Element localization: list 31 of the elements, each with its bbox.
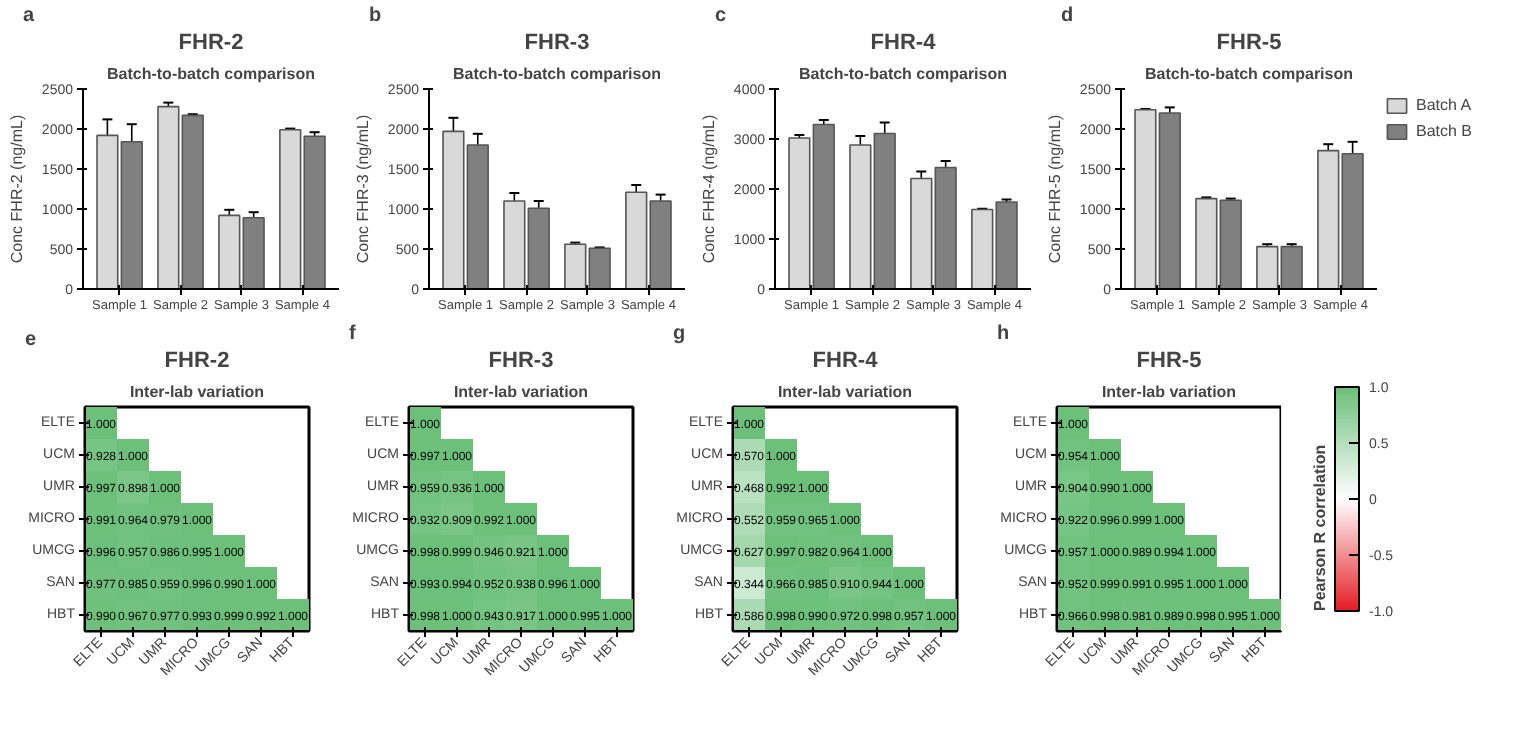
- chart-title: FHR-4: [870, 31, 938, 55]
- text: f: [349, 323, 357, 345]
- chart-subtitle: Inter-lab variation: [777, 383, 913, 401]
- y-axis-title: Conc FHR-2 (ng/mL): [7, 114, 26, 264]
- chart-subtitle: Batch-to-batch comparison: [1144, 65, 1354, 83]
- y-axis-title: Conc FHR-4 (ng/mL): [699, 114, 718, 264]
- legend-label: Batch A: [1416, 96, 1472, 114]
- chart-subtitle: Batch-to-batch comparison: [452, 65, 662, 83]
- text: a: [23, 5, 35, 27]
- text: d: [1061, 5, 1074, 27]
- y-axis-title: Conc FHR-3 (ng/mL): [353, 114, 372, 264]
- chart-subtitle: Inter-lab variation: [129, 383, 265, 401]
- text: b: [369, 5, 382, 27]
- chart-title: FHR-3: [488, 349, 554, 373]
- text: c: [715, 5, 727, 27]
- text: e: [25, 329, 37, 351]
- chart-title: FHR-2: [178, 31, 244, 55]
- chart-subtitle: Batch-to-batch comparison: [106, 65, 316, 83]
- chart-title: FHR-5: [1136, 349, 1202, 373]
- chart-title: FHR-4: [812, 349, 880, 373]
- chart-title: FHR-5: [1216, 31, 1282, 55]
- text: h: [997, 323, 1010, 345]
- color-bar-title: Pearson R correlation: [1311, 444, 1329, 611]
- y-axis-title: Conc FHR-5 (ng/mL): [1045, 114, 1064, 264]
- chart-title: FHR-2: [164, 349, 230, 373]
- chart-title: FHR-3: [524, 31, 590, 55]
- chart-subtitle: Batch-to-batch comparison: [798, 65, 1008, 83]
- chart-subtitle: Inter-lab variation: [453, 383, 589, 401]
- text: g: [673, 323, 686, 345]
- chart-subtitle: Inter-lab variation: [1101, 383, 1237, 401]
- legend-label: Batch B: [1416, 122, 1473, 140]
